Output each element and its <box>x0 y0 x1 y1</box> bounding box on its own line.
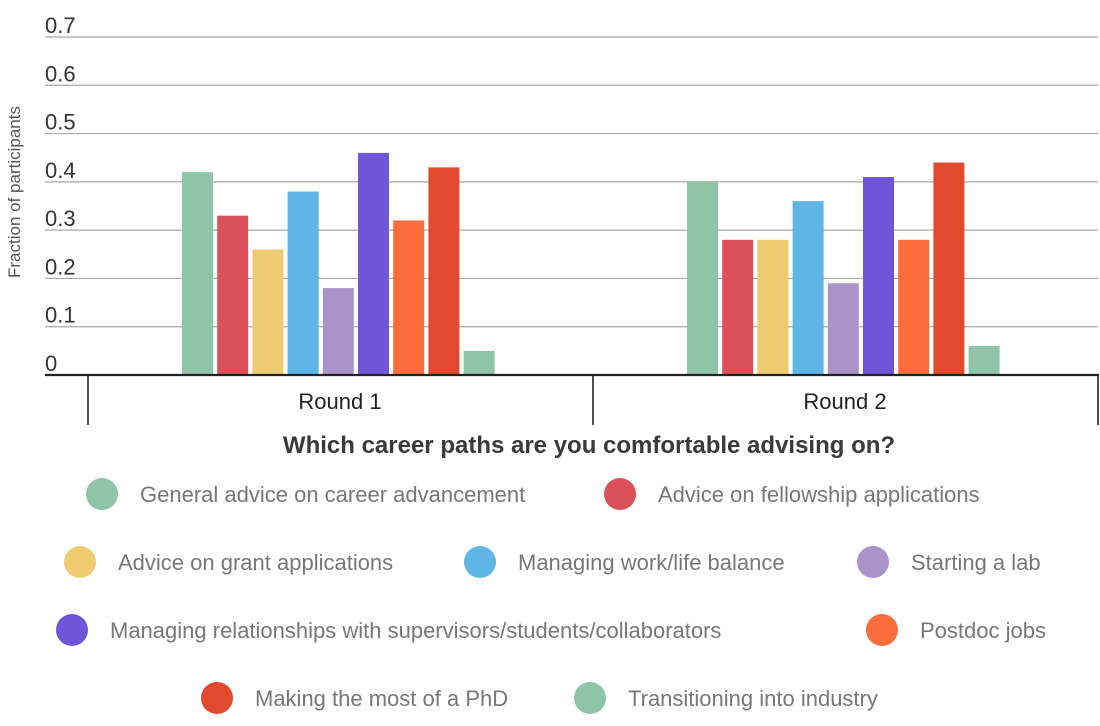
bar <box>358 152 389 375</box>
y-tick-label: 0.6 <box>45 61 76 86</box>
legend-item: Managing work/life balance <box>464 546 785 578</box>
category-label: Round 2 <box>803 389 886 414</box>
bar <box>827 283 859 375</box>
legend-swatch <box>464 546 496 578</box>
bar <box>722 239 754 375</box>
legend-item: General advice on career advancement <box>86 478 525 510</box>
legend-swatch <box>86 478 118 510</box>
legend-swatch <box>857 546 889 578</box>
bar <box>252 249 284 375</box>
legend: General advice on career advancement Advi… <box>56 478 1046 714</box>
category-label: Round 1 <box>298 389 381 414</box>
y-tick-label: 0 <box>45 351 57 376</box>
bar <box>757 239 789 375</box>
x-axis <box>45 373 1099 425</box>
legend-item: Making the most of a PhD <box>201 682 508 714</box>
legend-label: Starting a lab <box>911 550 1041 575</box>
bar <box>463 350 495 375</box>
bar <box>933 162 965 375</box>
legend-item: Managing relationships with supervisors/… <box>56 614 721 646</box>
legend-swatch <box>574 682 606 714</box>
legend-label: Managing work/life balance <box>518 550 785 575</box>
legend-label: Advice on grant applications <box>118 550 393 575</box>
legend-label: Transitioning into industry <box>628 686 878 711</box>
y-tick-label: 0.1 <box>45 303 76 328</box>
bars <box>182 152 1000 375</box>
bar <box>287 191 319 375</box>
y-tick-label: 0.4 <box>45 158 76 183</box>
legend-item: Postdoc jobs <box>866 614 1046 646</box>
legend-swatch <box>604 478 636 510</box>
legend-swatch <box>56 614 88 646</box>
y-axis-label: Fraction of participants <box>5 106 24 278</box>
legend-swatch <box>64 546 96 578</box>
y-tick-label: 0.7 <box>45 13 76 38</box>
x-tick-labels: Round 1 Round 2 <box>298 389 886 414</box>
bar <box>687 181 718 375</box>
legend-item: Advice on fellowship applications <box>604 478 980 510</box>
y-tick-labels: 0 0.1 0.2 0.3 0.4 0.5 0.6 0.7 <box>45 13 76 376</box>
y-tick-label: 0.5 <box>45 110 76 135</box>
bar <box>898 239 930 375</box>
legend-item: Advice on grant applications <box>64 546 393 578</box>
legend-label: Postdoc jobs <box>920 618 1046 643</box>
legend-label: Advice on fellowship applications <box>658 482 980 507</box>
bar <box>393 220 425 375</box>
legend-label: Managing relationships with supervisors/… <box>110 618 721 643</box>
bar <box>863 177 894 375</box>
x-axis-label: Which career paths are you comfortable a… <box>283 432 895 459</box>
legend-swatch <box>201 682 233 714</box>
bar <box>792 201 824 375</box>
legend-label: General advice on career advancement <box>140 482 525 507</box>
bar <box>322 288 354 375</box>
bar <box>217 215 249 375</box>
legend-item: Transitioning into industry <box>574 682 878 714</box>
bar <box>968 346 1000 375</box>
y-tick-label: 0.2 <box>45 254 76 279</box>
bar <box>428 167 460 375</box>
legend-swatch <box>866 614 898 646</box>
legend-item: Starting a lab <box>857 546 1041 578</box>
legend-label: Making the most of a PhD <box>255 686 508 711</box>
y-tick-label: 0.3 <box>45 206 76 231</box>
bar <box>182 172 213 375</box>
